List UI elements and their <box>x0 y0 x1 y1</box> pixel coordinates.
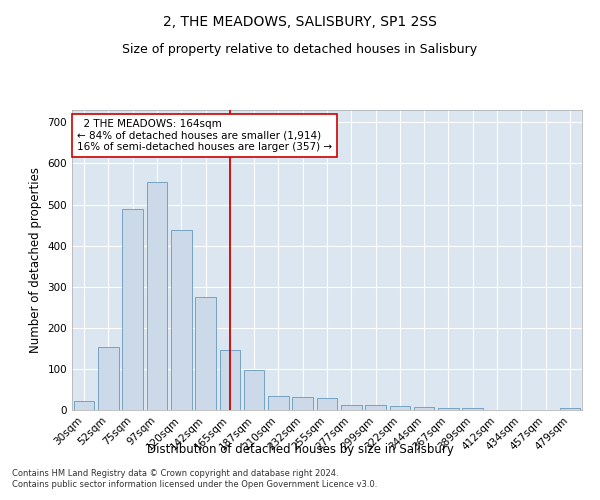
Bar <box>146 182 167 410</box>
Bar <box>220 350 240 410</box>
Bar <box>317 398 337 410</box>
Bar <box>98 347 119 410</box>
Bar <box>122 208 143 410</box>
Bar <box>171 230 191 410</box>
Text: Size of property relative to detached houses in Salisbury: Size of property relative to detached ho… <box>122 42 478 56</box>
Bar <box>365 404 386 410</box>
Bar <box>341 405 362 410</box>
Text: Contains HM Land Registry data © Crown copyright and database right 2024.: Contains HM Land Registry data © Crown c… <box>12 468 338 477</box>
Y-axis label: Number of detached properties: Number of detached properties <box>29 167 42 353</box>
Bar <box>195 297 216 410</box>
Text: 2 THE MEADOWS: 164sqm
← 84% of detached houses are smaller (1,914)
16% of semi-d: 2 THE MEADOWS: 164sqm ← 84% of detached … <box>77 119 332 152</box>
Text: Distribution of detached houses by size in Salisbury: Distribution of detached houses by size … <box>146 442 454 456</box>
Bar <box>268 396 289 410</box>
Bar <box>74 401 94 410</box>
Text: Contains public sector information licensed under the Open Government Licence v3: Contains public sector information licen… <box>12 480 377 489</box>
Text: 2, THE MEADOWS, SALISBURY, SP1 2SS: 2, THE MEADOWS, SALISBURY, SP1 2SS <box>163 15 437 29</box>
Bar <box>389 406 410 410</box>
Bar <box>438 408 459 410</box>
Bar <box>463 408 483 410</box>
Bar <box>244 370 265 410</box>
Bar <box>414 407 434 410</box>
Bar <box>560 408 580 410</box>
Bar <box>292 397 313 410</box>
